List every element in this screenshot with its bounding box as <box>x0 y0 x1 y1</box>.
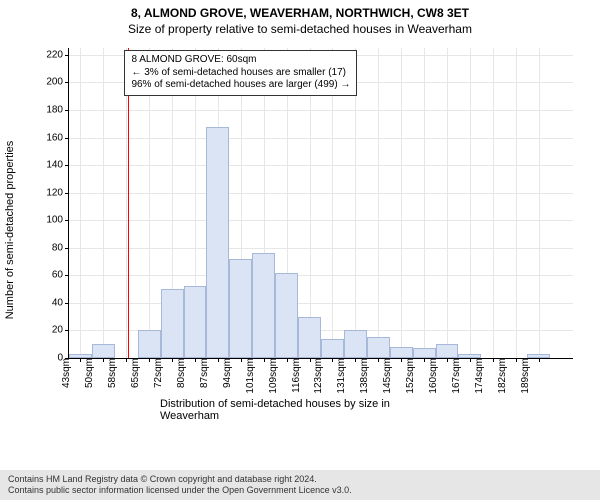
histogram-bar <box>206 127 229 358</box>
gridline-v <box>424 48 425 358</box>
gridline-v <box>103 48 104 358</box>
info-box: 8 ALMOND GROVE: 60sqm← 3% of semi-detach… <box>124 50 357 96</box>
histogram-bar <box>92 344 115 358</box>
histogram-bar <box>413 348 436 358</box>
gridline-v <box>447 48 448 358</box>
ytick-label: 120 <box>46 187 69 198</box>
ytick-label: 140 <box>46 160 69 171</box>
gridline-h <box>69 193 573 194</box>
gridline-v <box>80 48 81 358</box>
histogram-bar <box>161 289 184 358</box>
x-axis-label: Distribution of semi-detached houses by … <box>160 398 440 422</box>
histogram-bar <box>321 339 344 358</box>
info-line: ← 3% of semi-detached houses are smaller… <box>131 67 350 80</box>
histogram-bar <box>436 344 459 358</box>
ytick-label: 60 <box>52 270 69 281</box>
ytick-label: 20 <box>52 325 69 336</box>
y-axis-label: Number of semi-detached properties <box>4 141 16 320</box>
xtick-label: 65sqm <box>126 358 141 408</box>
histogram-bar <box>138 330 161 358</box>
gridline-v <box>470 48 471 358</box>
histogram-bar <box>184 286 207 358</box>
info-line: 96% of semi-detached houses are larger (… <box>131 79 350 92</box>
xtick-label: 174sqm <box>470 358 485 408</box>
histogram-bar <box>298 317 321 358</box>
ytick-label: 200 <box>46 77 69 88</box>
xtick-label: 182sqm <box>493 358 508 408</box>
ytick-label: 160 <box>46 132 69 143</box>
xtick-label: 50sqm <box>80 358 95 408</box>
gridline-v <box>493 48 494 358</box>
gridline-v <box>516 48 517 358</box>
chart-container: 8, ALMOND GROVE, WEAVERHAM, NORTHWICH, C… <box>0 0 600 500</box>
xtick-label: 58sqm <box>103 358 118 408</box>
gridline-h <box>69 165 573 166</box>
footer-line-1: Contains HM Land Registry data © Crown c… <box>8 474 592 485</box>
plot-region: 02040608010012014016018020022043sqm50sqm… <box>68 48 573 359</box>
histogram-bar <box>458 354 481 358</box>
gridline-h <box>69 110 573 111</box>
histogram-bar <box>275 273 298 358</box>
gridline-v <box>378 48 379 358</box>
gridline-h <box>69 138 573 139</box>
info-line: 8 ALMOND GROVE: 60sqm <box>131 54 350 67</box>
ytick-label: 80 <box>52 242 69 253</box>
histogram-bar <box>527 354 550 358</box>
gridline-v <box>401 48 402 358</box>
histogram-bar <box>344 330 367 358</box>
footer: Contains HM Land Registry data © Crown c… <box>0 470 600 500</box>
ytick-label: 100 <box>46 215 69 226</box>
ytick-label: 40 <box>52 297 69 308</box>
chart-area: Number of semi-detached properties 02040… <box>20 40 580 420</box>
xtick-label: 167sqm <box>447 358 462 408</box>
footer-line-2: Contains public sector information licen… <box>8 485 592 496</box>
histogram-bar <box>367 337 390 358</box>
title-main: 8, ALMOND GROVE, WEAVERHAM, NORTHWICH, C… <box>0 0 600 20</box>
xtick-label: 189sqm <box>516 358 531 408</box>
gridline-h <box>69 248 573 249</box>
histogram-bar <box>69 354 92 358</box>
ytick-label: 220 <box>46 49 69 60</box>
xtick-mark <box>539 358 540 362</box>
gridline-v <box>539 48 540 358</box>
ytick-label: 180 <box>46 105 69 116</box>
gridline-h <box>69 220 573 221</box>
xtick-label: 43sqm <box>57 358 72 408</box>
gridline-h <box>69 303 573 304</box>
histogram-bar <box>229 259 252 358</box>
title-sub: Size of property relative to semi-detach… <box>0 20 600 40</box>
gridline-h <box>69 275 573 276</box>
histogram-bar <box>390 347 413 358</box>
histogram-bar <box>252 253 275 358</box>
